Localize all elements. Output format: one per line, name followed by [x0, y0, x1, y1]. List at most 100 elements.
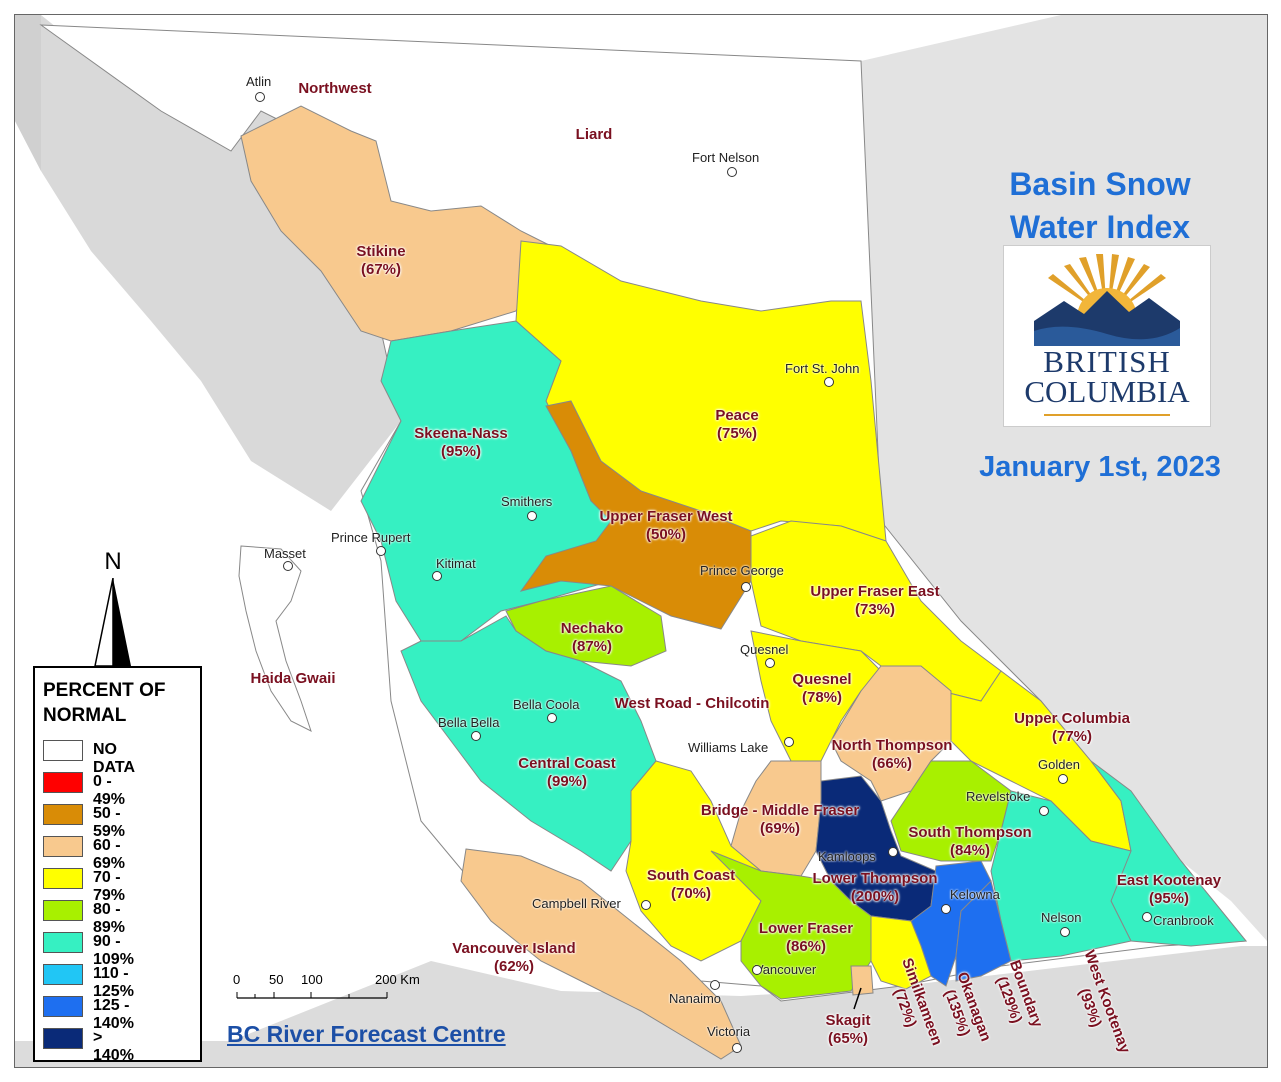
map-frame: Northwest Liard Stikine (67%) Peace (75%) … [14, 14, 1268, 1068]
legend-label: 0 - 49% [93, 773, 126, 808]
basin-okanagan [910, 860, 992, 987]
city-label: Prince George [700, 563, 784, 578]
label-skagit: Skagit (65%) [825, 1012, 871, 1047]
legend-swatch [43, 772, 83, 793]
city-marker [741, 582, 751, 592]
city-marker [376, 546, 386, 556]
city-label: Cranbrook [1153, 913, 1214, 928]
city-label: Williams Lake [688, 740, 769, 755]
label-lower-fraser: Lower Fraser (86%) [758, 920, 854, 955]
city-marker [432, 571, 442, 581]
scale-label: 200 Km [375, 972, 420, 987]
legend-label: 110 - 125% [93, 965, 134, 1000]
label-liard: Liard [575, 126, 613, 143]
legend-swatch [43, 740, 83, 761]
legend-label: 80 - 89% [93, 901, 126, 936]
legend-swatch [43, 868, 83, 889]
legend-swatch [43, 964, 83, 985]
city-marker [1060, 927, 1070, 937]
logo-text-columbia: COLUMBIA [1024, 374, 1190, 409]
bc-logo: BRITISH COLUMBIA [1003, 245, 1211, 427]
legend-label: 125 - 140% [93, 997, 134, 1032]
city-label: Campbell River [532, 896, 621, 911]
city-label: Bella Bella [438, 715, 500, 730]
city-label: Kamloops [818, 849, 876, 864]
city-label: Revelstoke [966, 789, 1031, 804]
logo-underline [1044, 414, 1170, 416]
label-upper-fraser-west: Upper Fraser West (50%) [599, 508, 733, 543]
haida-gwaii [238, 545, 312, 732]
label-bridge-middle-fraser: Bridge - Middle Fraser (69%) [700, 802, 860, 837]
legend-swatch [43, 996, 83, 1017]
label-south-thompson: South Thompson (84%) [908, 824, 1032, 859]
basin-upper-fraser-west [519, 400, 752, 630]
basin-lower-fraser [710, 850, 872, 1000]
legend-label: NO DATA [93, 741, 136, 776]
city-marker [784, 737, 794, 747]
city-marker [752, 965, 762, 975]
scale-label: 50 [269, 972, 284, 987]
title-line-1: Basin Snow [1009, 166, 1191, 202]
city-marker [727, 167, 737, 177]
sun-mountains-icon [1034, 254, 1180, 348]
label-peace: Peace (75%) [715, 407, 759, 442]
map-date: January 1st, 2023 [979, 451, 1221, 483]
city-marker [255, 92, 265, 102]
label-upper-columbia: Upper Columbia (77%) [1014, 710, 1130, 745]
basin-boundary [955, 880, 1012, 982]
label-south-coast: South Coast (70%) [646, 867, 736, 902]
legend-label: 90 - 109% [93, 933, 134, 968]
north-label: N [104, 548, 122, 575]
city-marker [283, 561, 293, 571]
basin-west-kootenay [990, 790, 1132, 962]
label-nechako: Nechako (87%) [560, 620, 624, 655]
city-label: Kitimat [436, 556, 476, 571]
city-label: Prince Rupert [331, 530, 411, 545]
city-label: Quesnel [740, 642, 789, 657]
label-east-kootenay: East Kootenay (95%) [1116, 872, 1222, 907]
city-label: Atlin [246, 74, 272, 89]
basin-south-thompson [890, 760, 1012, 862]
city-label: Bella Coola [513, 697, 580, 712]
legend-swatch [43, 932, 83, 953]
city-label: Masset [264, 546, 306, 561]
basin-similkameen [870, 915, 932, 990]
logo-text-british: BRITISH [1043, 344, 1171, 379]
scale-label: 100 [301, 972, 323, 987]
city-marker [888, 847, 898, 857]
yukon-west [15, 15, 41, 171]
label-north-thompson: North Thompson (66%) [831, 737, 953, 772]
legend-swatch [43, 804, 83, 825]
label-northwest: Northwest [298, 80, 372, 97]
city-marker [941, 904, 951, 914]
city-label: Nanaimo [669, 991, 722, 1006]
city-marker [471, 731, 481, 741]
label-haida-gwaii: Haida Gwaii [250, 670, 336, 687]
city-marker [1142, 912, 1152, 922]
city-marker [641, 900, 651, 910]
city-marker [1039, 806, 1049, 816]
map-title: Basin Snow Water Index [970, 163, 1230, 249]
city-marker [527, 511, 537, 521]
credit-link[interactable]: BC River Forecast Centre [227, 1021, 506, 1047]
legend-title: PERCENT OF NORMAL [43, 680, 166, 726]
label-quesnel: Quesnel (78%) [792, 671, 852, 706]
label-skeena-nass: Skeena-Nass (95%) [414, 425, 508, 460]
basin-vancouver-island [460, 848, 742, 1060]
city-marker [1058, 774, 1068, 784]
scale-ticks [236, 992, 388, 999]
city-label: Fort Nelson [692, 150, 760, 165]
legend-swatch [43, 900, 83, 921]
city-label: Smithers [501, 494, 553, 509]
city-marker [824, 377, 834, 387]
city-marker [732, 1043, 742, 1053]
north-arrow-icon [94, 578, 131, 667]
city-label: Vancouver [755, 962, 817, 977]
city-label: Victoria [707, 1024, 751, 1039]
legend-swatch [43, 836, 83, 857]
city-label: Kelowna [950, 887, 1000, 902]
legend: PERCENT OF NORMAL NO DATA 0 - 49% 50 - 59%… [33, 666, 202, 1064]
label-stikine: Stikine (67%) [356, 243, 406, 278]
city-label: Golden [1038, 757, 1080, 772]
scale-label: 0 [233, 972, 241, 987]
